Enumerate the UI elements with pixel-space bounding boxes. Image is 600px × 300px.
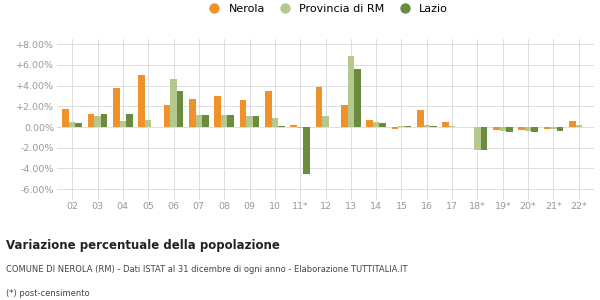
- Bar: [373, 122, 379, 127]
- Bar: [239, 100, 246, 127]
- Bar: [126, 114, 133, 127]
- Bar: [196, 115, 202, 127]
- Text: (*) post-censimento: (*) post-censimento: [6, 289, 89, 298]
- Bar: [189, 99, 196, 127]
- Bar: [322, 116, 329, 127]
- Bar: [62, 110, 69, 127]
- Bar: [518, 127, 525, 130]
- Bar: [569, 121, 575, 127]
- Bar: [316, 87, 322, 127]
- Text: Variazione percentuale della popolazione: Variazione percentuale della popolazione: [6, 238, 280, 251]
- Bar: [442, 122, 449, 127]
- Bar: [500, 127, 506, 130]
- Bar: [221, 115, 227, 127]
- Bar: [341, 105, 347, 127]
- Bar: [145, 120, 151, 127]
- Bar: [94, 116, 101, 127]
- Bar: [76, 123, 82, 127]
- Bar: [119, 121, 126, 127]
- Bar: [550, 127, 557, 129]
- Bar: [354, 69, 361, 127]
- Bar: [227, 115, 234, 127]
- Bar: [101, 114, 107, 127]
- Bar: [525, 127, 532, 130]
- Bar: [202, 115, 209, 127]
- Bar: [347, 56, 354, 127]
- Bar: [424, 125, 430, 127]
- Bar: [290, 125, 297, 127]
- Bar: [253, 116, 259, 127]
- Bar: [113, 88, 119, 127]
- Bar: [170, 79, 177, 127]
- Bar: [532, 127, 538, 132]
- Bar: [493, 127, 500, 130]
- Bar: [265, 91, 272, 127]
- Bar: [481, 127, 487, 150]
- Bar: [544, 127, 550, 129]
- Bar: [366, 120, 373, 127]
- Bar: [506, 127, 512, 132]
- Bar: [164, 105, 170, 127]
- Legend: Nerola, Provincia di RM, Lazio: Nerola, Provincia di RM, Lazio: [199, 0, 452, 19]
- Text: COMUNE DI NEROLA (RM) - Dati ISTAT al 31 dicembre di ogni anno - Elaborazione TU: COMUNE DI NEROLA (RM) - Dati ISTAT al 31…: [6, 266, 407, 274]
- Bar: [474, 127, 481, 150]
- Bar: [88, 114, 94, 127]
- Bar: [272, 118, 278, 127]
- Bar: [246, 116, 253, 127]
- Bar: [214, 96, 221, 127]
- Bar: [575, 125, 582, 127]
- Bar: [392, 127, 398, 129]
- Bar: [417, 110, 424, 127]
- Bar: [304, 127, 310, 174]
- Bar: [69, 122, 76, 127]
- Bar: [557, 127, 563, 131]
- Bar: [379, 123, 386, 127]
- Bar: [177, 91, 184, 127]
- Bar: [139, 75, 145, 127]
